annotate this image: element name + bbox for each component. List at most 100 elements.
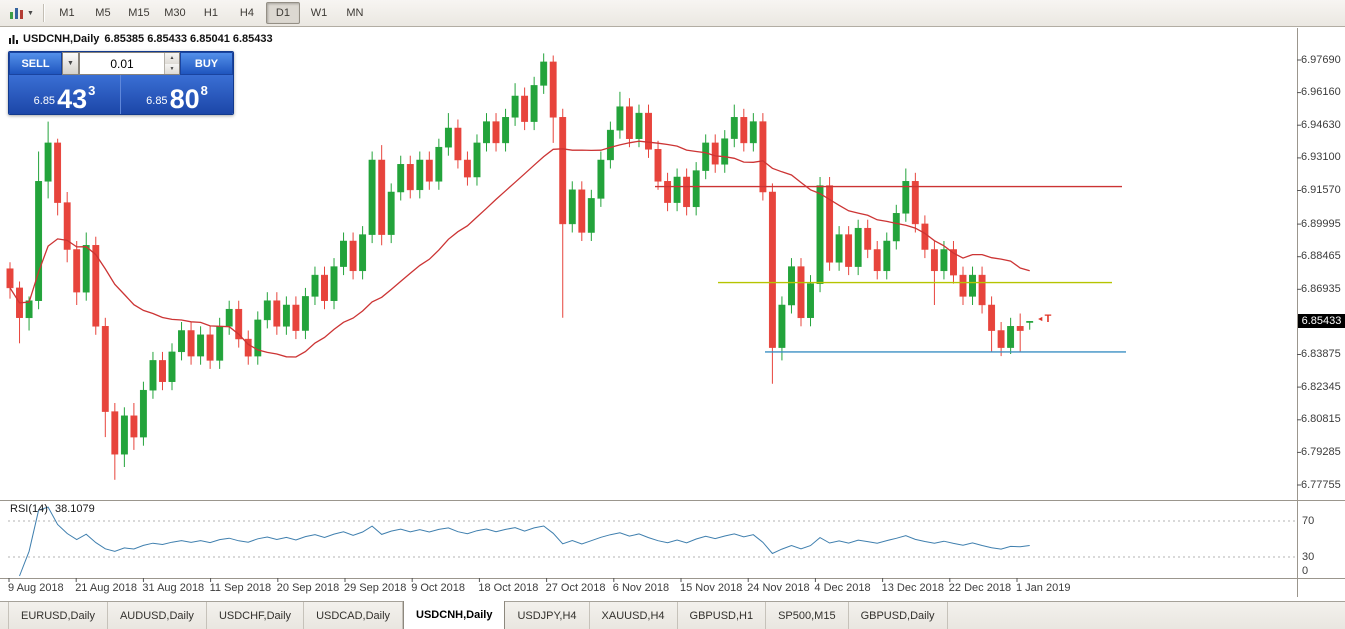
- chart-tab-gbpusd-h1[interactable]: GBPUSD,H1: [678, 602, 767, 629]
- chart-tab-usdcad-daily[interactable]: USDCAD,Daily: [304, 602, 404, 629]
- timeframe-button-w1[interactable]: W1: [310, 7, 328, 19]
- trade-marker[interactable]: ◄ T: [1037, 313, 1052, 325]
- buy-button[interactable]: BUY: [180, 52, 233, 75]
- timeframe-button-mn[interactable]: MN: [346, 7, 364, 19]
- candle: [340, 240, 347, 267]
- candle: [959, 274, 967, 297]
- candle: [616, 106, 624, 131]
- candle: [778, 304, 786, 348]
- candle: [235, 308, 243, 340]
- candle: [740, 117, 748, 144]
- candle: [587, 198, 595, 233]
- candle: [502, 117, 510, 144]
- candle: [168, 351, 176, 382]
- chart-tab-usdcnh-daily[interactable]: USDCNH,Daily: [403, 601, 506, 629]
- current-price-tag: 6.85433: [1298, 314, 1345, 329]
- increment-arrow-icon[interactable]: ▲: [165, 53, 179, 64]
- candle: [692, 170, 700, 208]
- candle: [349, 240, 357, 272]
- candle: [301, 296, 309, 331]
- chart-tab-xauusd-h4[interactable]: XAUUSD,H4: [590, 602, 678, 629]
- candle: [368, 159, 376, 235]
- candle: [1007, 326, 1015, 348]
- moving-average-line: [9, 140, 1030, 358]
- chart-tools-button[interactable]: ▼: [4, 1, 39, 25]
- candle: [416, 159, 424, 191]
- chevron-down-icon: ▼: [67, 60, 74, 67]
- timeframe-button-m1[interactable]: M1: [59, 7, 75, 19]
- buy-price-big: 80: [169, 84, 200, 115]
- candle: [63, 202, 71, 250]
- buy-price-prefix: 6.85: [146, 95, 168, 107]
- candle: [911, 181, 919, 225]
- sell-price-tile[interactable]: 6.85 43 3: [9, 75, 121, 114]
- timeframe-button-h1[interactable]: H1: [203, 7, 218, 19]
- candle: [359, 234, 367, 272]
- candle: [92, 245, 100, 327]
- volume-stepper[interactable]: ▲ ▼: [164, 53, 179, 74]
- chart-tab-sp500-m15[interactable]: SP500,M15: [766, 602, 849, 629]
- rsi-value: 38.1079: [54, 503, 95, 515]
- marker-letter: T: [1044, 313, 1052, 326]
- timeframe-button-m15[interactable]: M15: [128, 7, 150, 19]
- candle: [82, 245, 90, 293]
- candle: [463, 159, 471, 178]
- candle: [711, 142, 719, 165]
- candle: [978, 274, 986, 306]
- candle: [521, 95, 529, 122]
- timeframe-button-m5[interactable]: M5: [95, 7, 111, 19]
- candle: [530, 85, 538, 122]
- sell-button[interactable]: SELL: [9, 52, 62, 75]
- chart-tab-eurusd-daily[interactable]: EURUSD,Daily: [8, 602, 108, 629]
- candle: [378, 159, 386, 235]
- volume-input[interactable]: 0.01 ▲ ▼: [79, 52, 180, 75]
- candle: [950, 249, 957, 276]
- sell-price-pip: 3: [88, 83, 96, 98]
- decrement-arrow-icon[interactable]: ▼: [165, 63, 179, 74]
- candle: [149, 360, 157, 391]
- candle: [788, 266, 795, 306]
- timeframe-button-m30[interactable]: M30: [164, 7, 186, 19]
- chart-ohlc-values: 6.85385 6.85433 6.85041 6.85433: [104, 33, 273, 45]
- candle: [673, 176, 681, 203]
- volume-value[interactable]: 0.01: [110, 56, 134, 71]
- candle: [797, 266, 805, 319]
- candle: [816, 185, 824, 284]
- rsi-label: RSI(14): [10, 503, 48, 515]
- buy-price-tile[interactable]: 6.85 80 8: [121, 75, 233, 114]
- timeframe-button-h4[interactable]: H4: [239, 7, 254, 19]
- timeframe-button-d1[interactable]: D1: [265, 2, 300, 24]
- candle: [807, 283, 814, 318]
- candle: [197, 334, 205, 357]
- candle: [139, 389, 147, 438]
- candle: [540, 61, 548, 86]
- toolbar-separator: [42, 4, 45, 22]
- candle: [625, 106, 633, 139]
- candle: [44, 142, 52, 182]
- sell-price-big: 43: [57, 84, 88, 115]
- trade-price-row: 6.85 43 3 6.85 80 8: [9, 75, 233, 114]
- candle: [120, 415, 128, 455]
- candle: [511, 95, 519, 118]
- chart-tab-audusd-daily[interactable]: AUDUSD,Daily: [108, 602, 207, 629]
- candle: [759, 121, 767, 193]
- volume-dropdown-button[interactable]: ▼: [62, 52, 79, 75]
- candle: [73, 249, 81, 293]
- chart-title: USDCNH,Daily 6.85385 6.85433 6.85041 6.8…: [9, 33, 273, 45]
- candle: [578, 189, 586, 233]
- sell-price-prefix: 6.85: [33, 95, 56, 107]
- chart-tab-usdchf-daily[interactable]: USDCHF,Daily: [207, 602, 305, 629]
- candle: [254, 319, 262, 357]
- candle: [940, 249, 948, 272]
- rsi-line: [19, 506, 1030, 577]
- chart-tab-usdjpy-h4[interactable]: USDJPY,H4: [505, 602, 590, 629]
- candle: [1016, 326, 1024, 331]
- candle: [645, 112, 652, 150]
- candle: [826, 185, 834, 263]
- chart-window-icon: [9, 34, 18, 44]
- chart-tab-gbpusd-daily[interactable]: GBPUSD,Daily: [849, 602, 948, 629]
- candle: [930, 249, 938, 272]
- candle: [397, 164, 405, 193]
- candle: [902, 181, 910, 214]
